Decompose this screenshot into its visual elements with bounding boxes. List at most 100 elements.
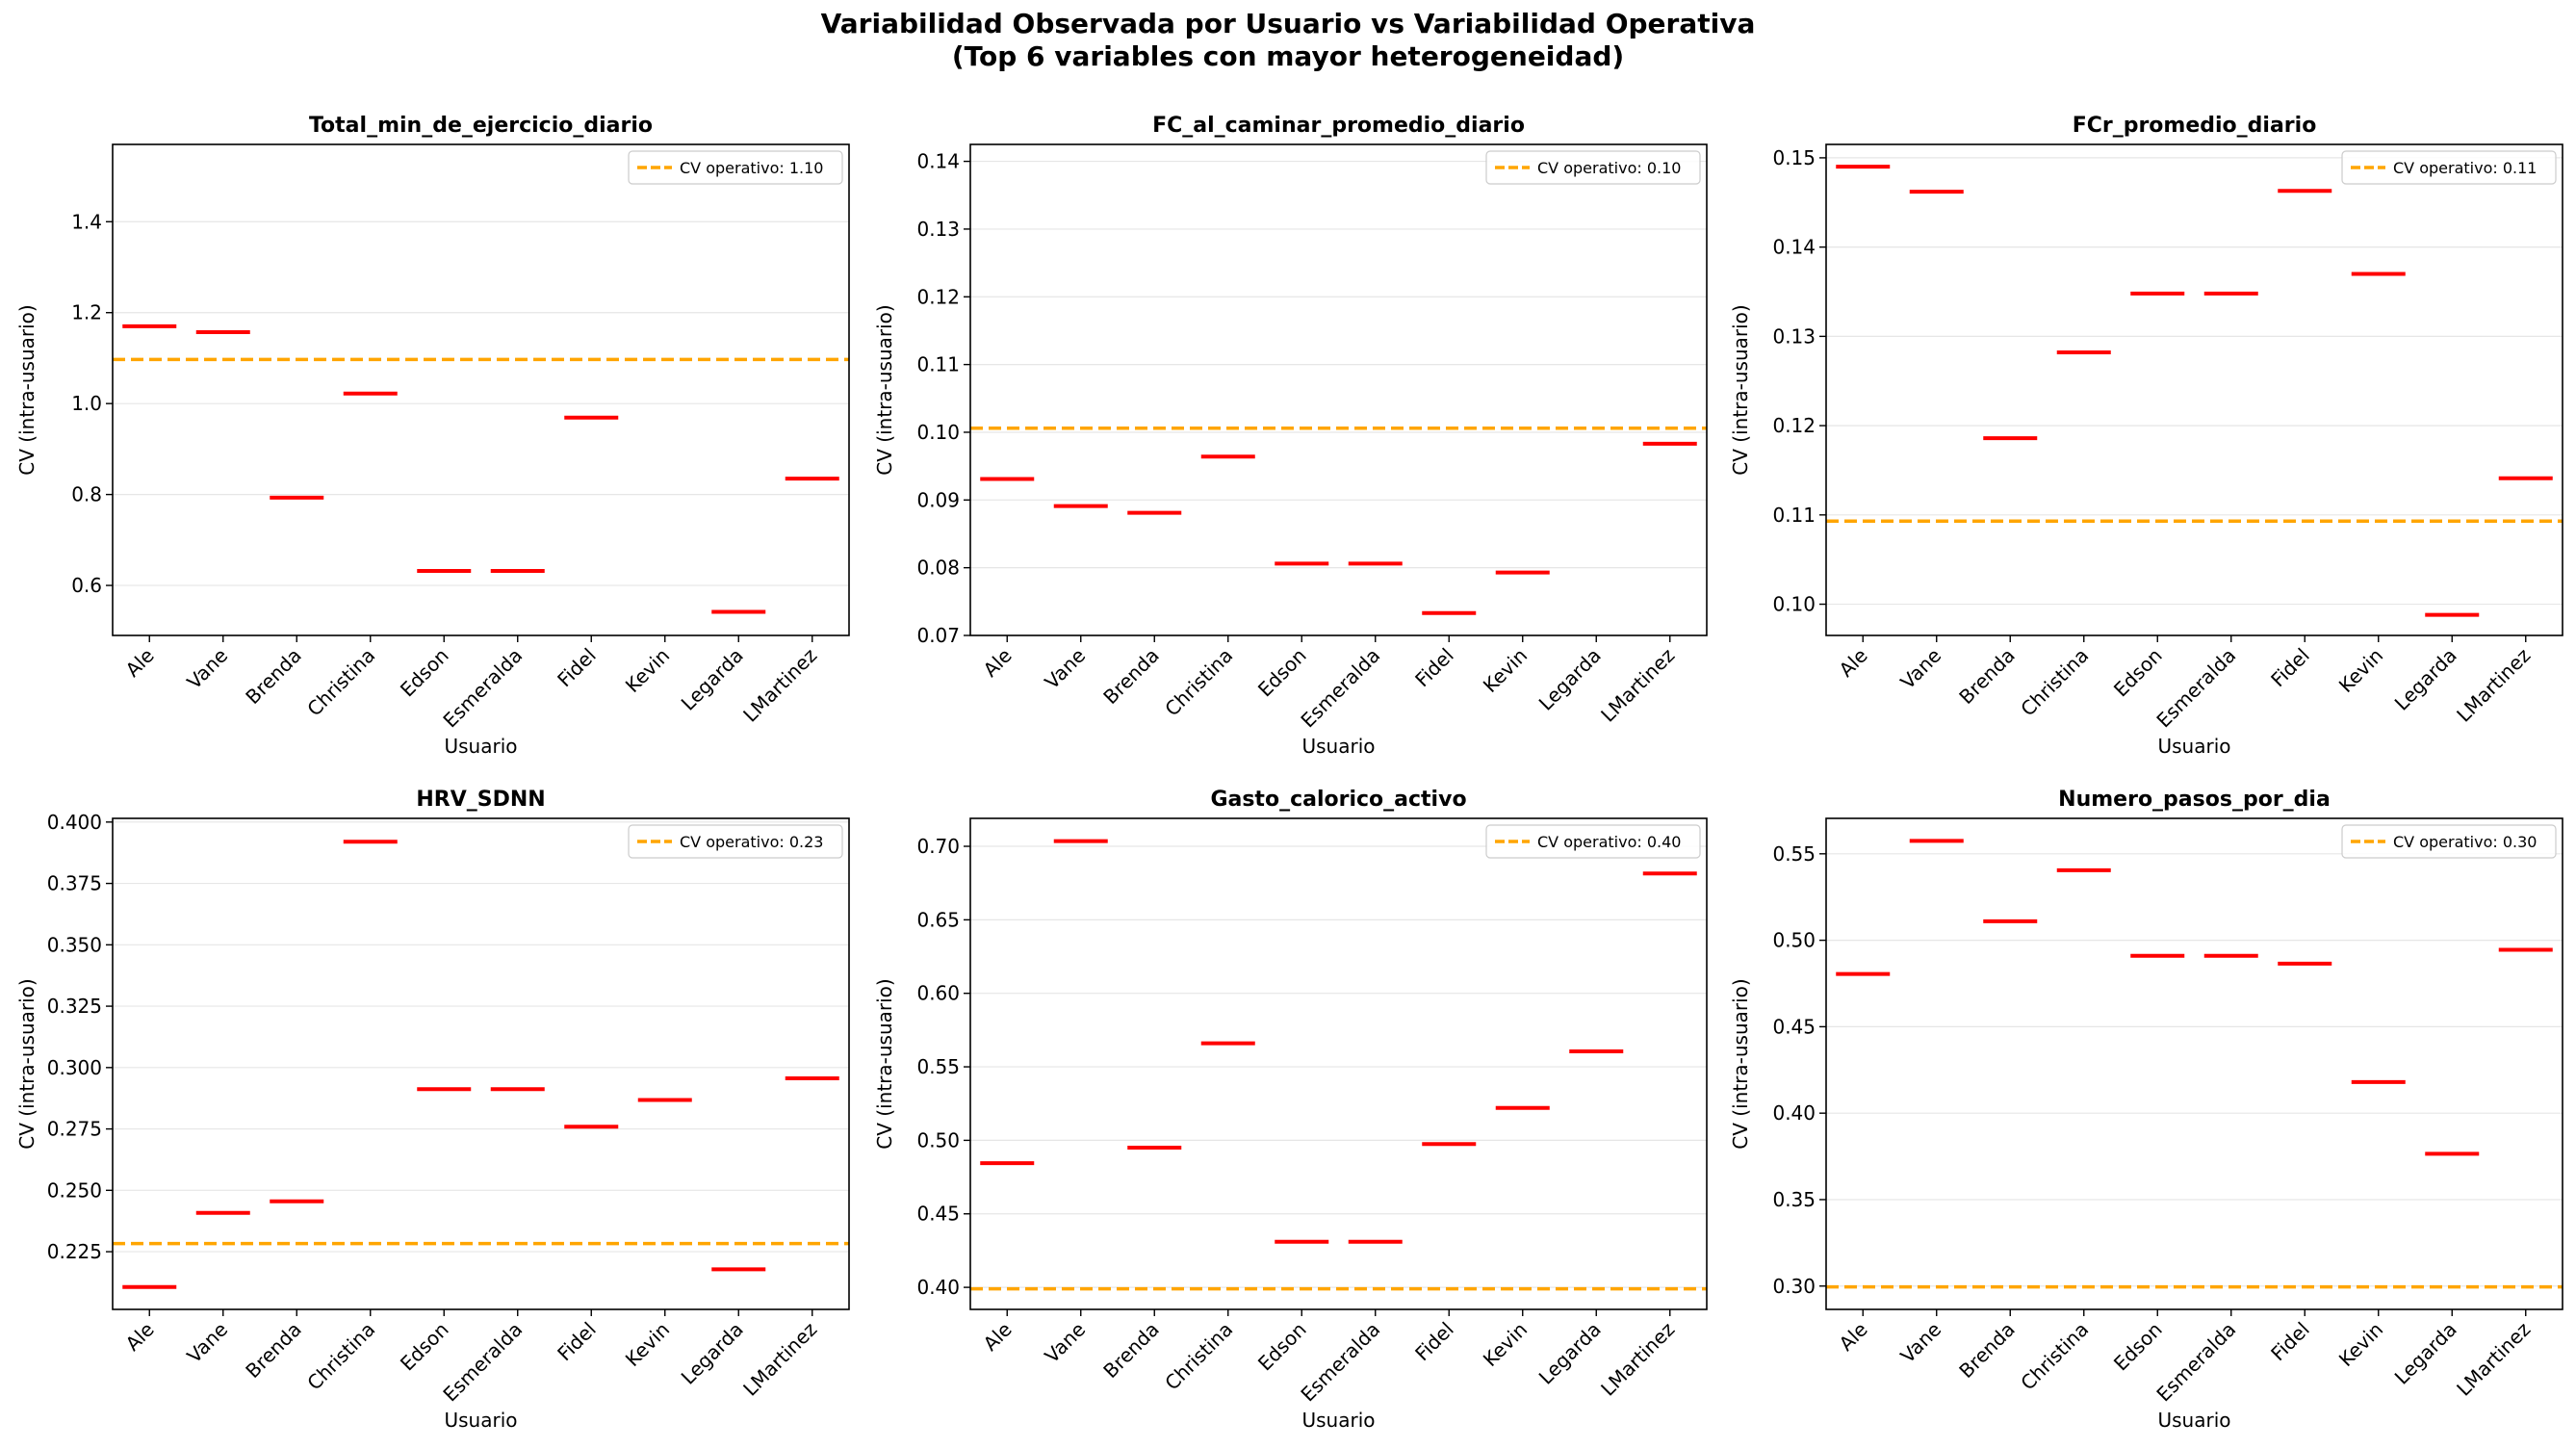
x-tick-label: Vane <box>1895 1318 1945 1368</box>
y-tick-label: 0.10 <box>916 421 960 444</box>
x-tick-label: Fidel <box>1410 644 1458 692</box>
x-tick-label: Christina <box>1160 644 1237 721</box>
x-tick-label: Fidel <box>1410 1318 1458 1366</box>
figure-title-line1: Variabilidad Observada por Usuario vs Va… <box>820 8 1756 39</box>
y-tick-label: 0.325 <box>47 995 102 1018</box>
x-tick-label: Esmeralda <box>1296 1318 1384 1407</box>
chart-title: Numero_pasos_por_dia <box>2058 788 2331 812</box>
x-tick-label: Legarda <box>2390 1318 2461 1389</box>
x-tick-label: Esmeralda <box>1296 644 1384 733</box>
x-tick-label: Legarda <box>2390 644 2461 715</box>
x-tick-label: Ale <box>1835 1318 1872 1356</box>
chart-title: FC_al_caminar_promedio_diario <box>1152 114 1525 138</box>
x-tick-label: Ale <box>979 644 1017 682</box>
x-tick-label: Edson <box>1253 1318 1311 1376</box>
y-tick-label: 0.12 <box>1772 414 1816 437</box>
legend-box <box>628 824 843 859</box>
y-tick-label: 0.375 <box>47 872 102 895</box>
x-tick-label: LMartinez <box>738 644 821 727</box>
y-tick-label: 0.250 <box>47 1178 102 1202</box>
x-tick-label: Vane <box>1040 644 1090 694</box>
chart-title: Total_min_de_ejercicio_diario <box>309 114 653 138</box>
legend-label: CV operativo: 0.10 <box>1537 159 1681 177</box>
y-tick-label: 0.11 <box>1772 504 1816 527</box>
legend: CV operativo: 0.30 <box>2341 824 2557 859</box>
y-tick-label: 0.6 <box>71 574 102 597</box>
chart-panel: 0.10 0.11 0.12 0.13 0.14 0.15 Ale Vane BrendaChr… <box>1729 114 2563 758</box>
x-tick-label: Fidel <box>2266 644 2314 692</box>
y-tick-label: 0.275 <box>47 1118 102 1141</box>
legend-box <box>2341 150 2557 185</box>
x-tick-label: Brenda <box>241 1318 305 1383</box>
y-axis-label: CV (intra-usuario) <box>1729 304 1752 475</box>
x-tick-label: Ale <box>979 1318 1017 1356</box>
y-tick-label: 0.8 <box>71 483 102 506</box>
x-tick-label: Vane <box>1040 1318 1090 1368</box>
x-tick-label: Esmeralda <box>2151 644 2240 733</box>
plot-frame <box>1825 143 2563 636</box>
chart-panel: 0.07 0.08 0.09 0.10 0.11 0.12 0.13 0.14 Ale Vane B… <box>873 114 1708 758</box>
x-axis-label: Usuario <box>2157 1409 2230 1432</box>
y-tick-label: 0.13 <box>916 218 960 241</box>
y-tick-label: 0.50 <box>1772 929 1816 952</box>
y-tick-label: 0.30 <box>1772 1275 1816 1298</box>
x-axis-label: Usuario <box>444 735 517 758</box>
y-tick-label: 0.07 <box>916 624 960 647</box>
legend-box <box>1485 150 1701 185</box>
y-axis-label: CV (intra-usuario) <box>15 978 39 1149</box>
x-tick-label: LMartinez <box>1596 1318 1679 1401</box>
y-tick-label: 0.55 <box>1772 842 1816 866</box>
x-tick-label: Vane <box>182 1318 232 1368</box>
x-tick-label: Brenda <box>1098 644 1163 709</box>
x-tick-label: LMartinez <box>1596 644 1679 727</box>
x-tick-label: Ale <box>121 1318 159 1356</box>
plot-frame <box>969 817 1708 1310</box>
legend-label: CV operativo: 1.10 <box>680 159 823 177</box>
x-axis-label: Usuario <box>1301 1409 1375 1432</box>
y-tick-label: 0.70 <box>916 835 960 858</box>
chart-panel: 0.225 0.250 0.275 0.300 0.325 0.350 0.375 0.400… <box>15 788 850 1432</box>
y-tick-label: 0.08 <box>916 556 960 580</box>
x-tick-label: Esmeralda <box>438 1318 527 1407</box>
x-tick-label: Kevin <box>1479 1318 1533 1372</box>
y-tick-label: 1.0 <box>71 392 102 415</box>
x-tick-label: Kevin <box>1479 644 1533 698</box>
legend-box <box>628 150 843 185</box>
x-tick-label: Legarda <box>1534 644 1606 715</box>
y-tick-label: 0.09 <box>916 488 960 511</box>
x-tick-label: Brenda <box>1098 1318 1163 1383</box>
y-axis-label: CV (intra-usuario) <box>873 978 896 1149</box>
x-tick-label: LMartinez <box>738 1318 821 1401</box>
x-tick-label: Christina <box>1160 1318 1237 1395</box>
y-tick-label: 0.35 <box>1772 1188 1816 1211</box>
x-tick-label: Kevin <box>621 1318 675 1372</box>
y-tick-label: 0.350 <box>47 933 102 956</box>
y-tick-label: 0.65 <box>916 908 960 931</box>
y-tick-label: 0.60 <box>916 982 960 1005</box>
chart-title: FCr_promedio_diario <box>2073 114 2317 138</box>
x-tick-label: Christina <box>2016 644 2093 721</box>
y-tick-label: 1.2 <box>71 301 102 324</box>
legend: CV operativo: 1.10 <box>628 150 843 185</box>
x-tick-label: Ale <box>1835 644 1872 682</box>
x-tick-label: Fidel <box>2266 1318 2314 1366</box>
y-axis-label: CV (intra-usuario) <box>15 304 39 475</box>
x-tick-label: LMartinez <box>2452 1318 2535 1401</box>
y-tick-label: 0.50 <box>916 1128 960 1151</box>
x-tick-label: Edson <box>1253 644 1311 702</box>
x-tick-label: Christina <box>302 1318 379 1395</box>
y-tick-label: 0.225 <box>47 1240 102 1263</box>
x-tick-label: Brenda <box>1954 1318 2019 1383</box>
legend: CV operativo: 0.40 <box>1485 824 1701 859</box>
x-tick-label: Esmeralda <box>2151 1318 2240 1407</box>
y-axis-label: CV (intra-usuario) <box>1729 978 1752 1149</box>
legend-label: CV operativo: 0.40 <box>1537 833 1681 851</box>
x-tick-label: Legarda <box>677 644 748 715</box>
x-tick-label: Edson <box>396 644 453 702</box>
y-tick-label: 1.4 <box>71 210 102 233</box>
x-axis-label: Usuario <box>444 1409 517 1432</box>
x-tick-label: LMartinez <box>2452 644 2535 727</box>
y-tick-label: 0.14 <box>1772 236 1816 259</box>
